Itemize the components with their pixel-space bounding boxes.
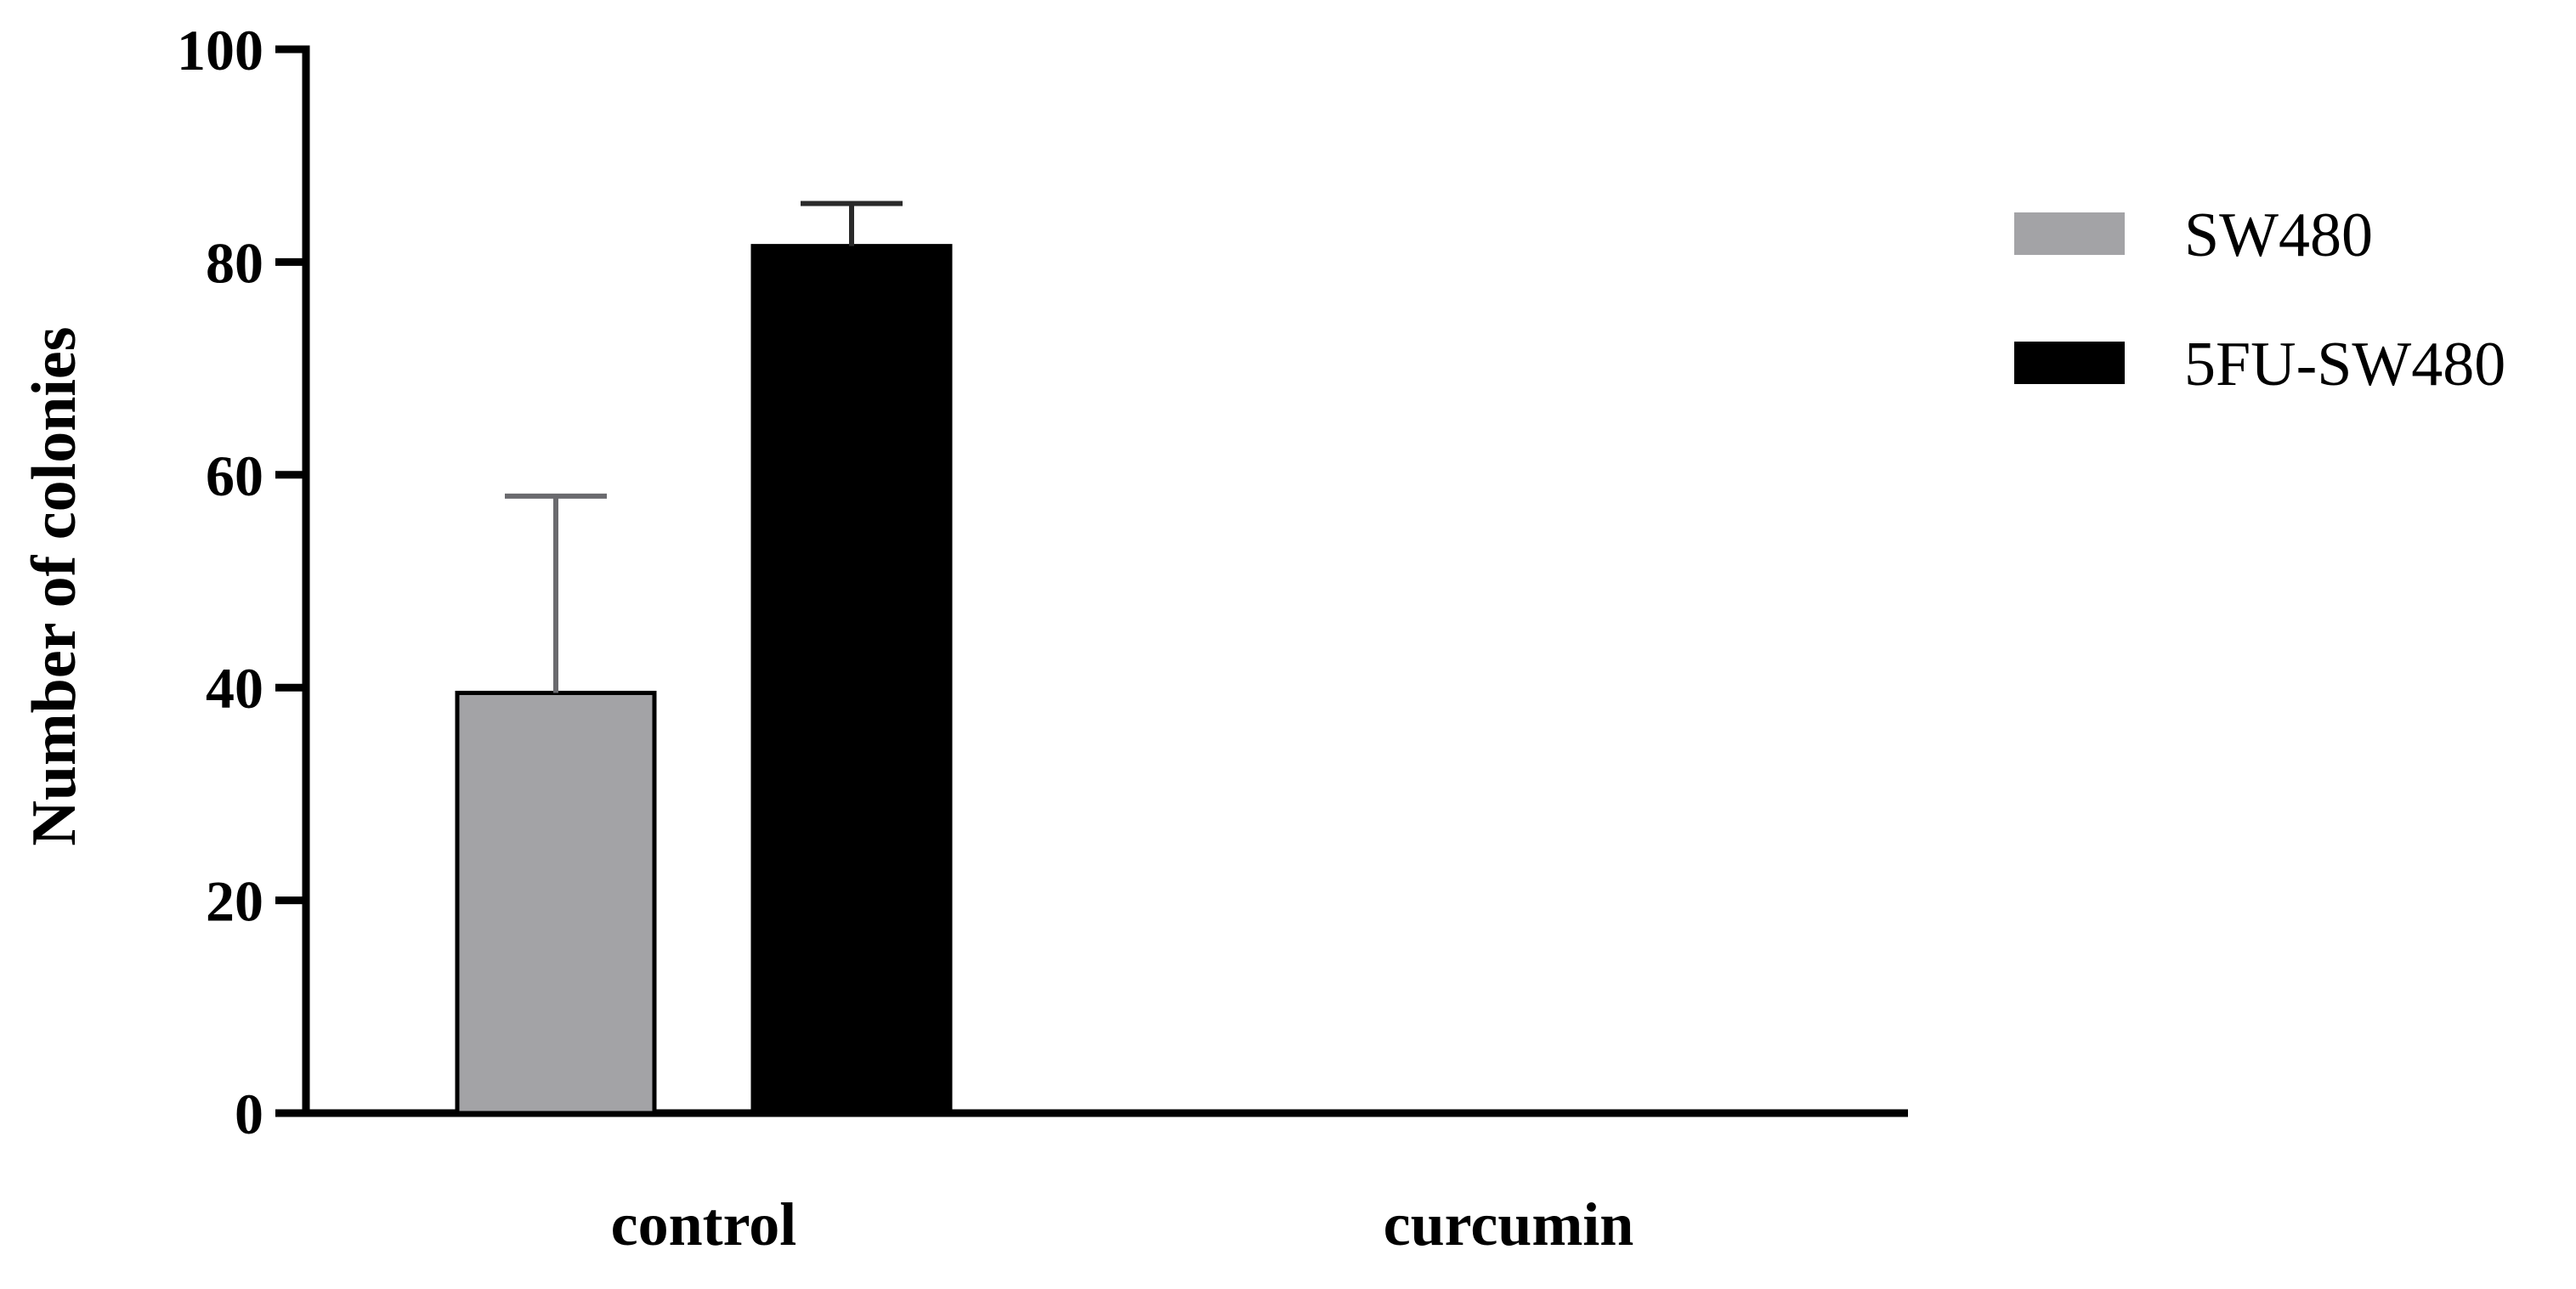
legend: SW480 5FU-SW480 <box>2014 201 2505 399</box>
legend-label: 5FU-SW480 <box>2184 330 2505 399</box>
y-tick-label: 80 <box>206 230 263 295</box>
y-tick-label: 100 <box>177 18 263 82</box>
bars <box>455 244 953 1116</box>
y-tick-label: 60 <box>206 444 263 508</box>
y-axis-label: Number of colonies <box>20 326 89 845</box>
bar-sw480-control <box>455 690 657 1116</box>
legend-swatch-sw480 <box>2014 212 2125 255</box>
x-category-label: curcumin <box>1384 1190 1634 1258</box>
x-categories: control curcumin <box>611 1190 1634 1258</box>
bar-5fu-sw480-control <box>750 244 953 1116</box>
y-tick-label: 40 <box>206 656 263 721</box>
y-tick-label: 0 <box>235 1082 263 1146</box>
error-bars <box>505 201 903 693</box>
legend-label: SW480 <box>2184 201 2373 270</box>
legend-swatch-5fu-sw480 <box>2014 342 2125 384</box>
x-category-label: control <box>611 1190 797 1258</box>
y-ticks: 0 20 40 60 80 100 <box>177 18 306 1146</box>
y-tick-label: 20 <box>206 869 263 934</box>
